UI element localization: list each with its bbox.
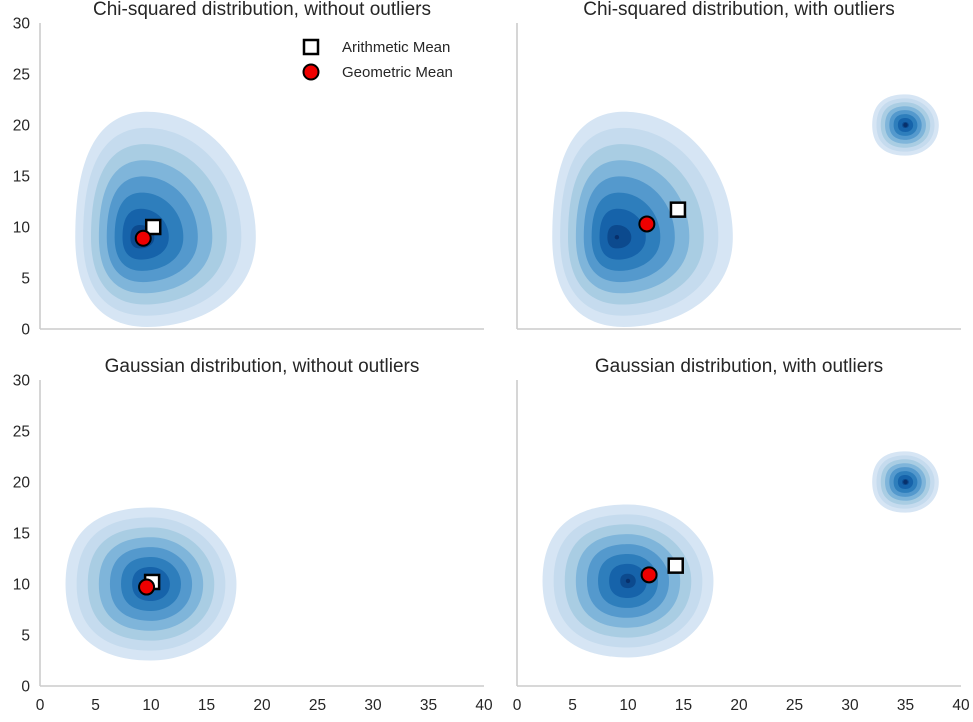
legend-geometric-label: Geometric Mean <box>342 64 453 81</box>
y-tick-label: 0 <box>21 322 30 339</box>
y-tick-label: 30 <box>13 16 31 33</box>
panel-title: Gaussian distribution, without outliers <box>105 356 420 377</box>
density-peak <box>614 235 620 240</box>
density-peak <box>903 122 908 128</box>
arithmetic-mean-marker <box>144 218 162 236</box>
legend-arithmetic-marker <box>302 38 320 56</box>
chart-panel: 0 5 10 15 20 25 30 35 40 Gaussian distribution, w… <box>513 356 970 714</box>
x-tick-label: 40 <box>952 697 970 714</box>
panel-title: Gaussian distribution, with outliers <box>595 356 883 377</box>
density-contour <box>607 224 632 249</box>
x-tick-label: 40 <box>475 697 493 714</box>
legend-geometric-marker <box>302 63 320 81</box>
y-tick-label: 30 <box>13 373 31 390</box>
y-tick-label: 5 <box>21 628 30 645</box>
geometric-mean-marker <box>134 229 152 247</box>
legend-arithmetic-label: Arithmetic Mean <box>342 39 450 56</box>
density-peak <box>903 479 908 485</box>
panel-title: Chi-squared distribution, with outliers <box>583 0 895 20</box>
x-tick-label: 35 <box>420 697 437 714</box>
x-tick-label: 0 <box>513 697 522 714</box>
y-tick-label: 0 <box>21 679 30 696</box>
x-tick-label: 15 <box>675 697 692 714</box>
y-tick-label: 10 <box>13 577 31 594</box>
y-tick-label: 5 <box>21 271 30 288</box>
y-tick-label: 25 <box>13 67 30 84</box>
geometric-mean-marker <box>640 566 658 584</box>
x-tick-label: 20 <box>253 697 271 714</box>
x-tick-label: 10 <box>619 697 637 714</box>
x-tick-label: 0 <box>36 697 45 714</box>
y-tick-label: 20 <box>13 118 31 135</box>
x-tick-label: 5 <box>91 697 100 714</box>
density-peak <box>625 578 631 584</box>
x-tick-label: 25 <box>786 697 803 714</box>
y-tick-label: 20 <box>13 475 31 492</box>
x-tick-label: 30 <box>364 697 382 714</box>
x-tick-label: 30 <box>841 697 859 714</box>
chart-panel: 0 5 10 15 20 25 30 Chi-squared distribution, wi… <box>13 0 484 339</box>
y-tick-label: 15 <box>13 526 30 543</box>
panel-title: Chi-squared distribution, without outlie… <box>93 0 431 20</box>
geometric-mean-marker <box>138 578 156 596</box>
chart-panel: Chi-squared distribution, with outliers <box>516 0 961 330</box>
x-tick-label: 15 <box>198 697 215 714</box>
x-tick-label: 10 <box>142 697 160 714</box>
arithmetic-mean-marker <box>667 557 684 574</box>
chart-panel: 0 5 10 15 20 25 30 0 5 10 15 20 25 30 35 40 Gaussian dis… <box>13 356 493 714</box>
x-tick-label: 25 <box>309 697 326 714</box>
geometric-mean-marker <box>638 215 656 233</box>
x-tick-label: 35 <box>897 697 914 714</box>
y-tick-label: 15 <box>13 169 30 186</box>
x-tick-label: 20 <box>730 697 748 714</box>
legend: Arithmetic Mean Geometric Mean <box>302 38 453 81</box>
arithmetic-mean-marker <box>669 201 687 218</box>
y-tick-label: 25 <box>13 424 30 441</box>
y-tick-label: 10 <box>13 220 31 237</box>
x-tick-label: 5 <box>568 697 577 714</box>
